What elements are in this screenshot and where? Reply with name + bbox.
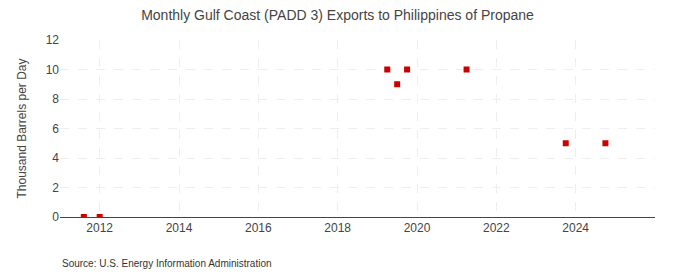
svg-text:6: 6 (52, 122, 59, 136)
svg-text:2014: 2014 (166, 221, 193, 235)
svg-text:2012: 2012 (86, 221, 113, 235)
svg-text:2020: 2020 (404, 221, 431, 235)
svg-text:2: 2 (52, 181, 59, 195)
svg-text:2024: 2024 (562, 221, 589, 235)
svg-text:2022: 2022 (483, 221, 510, 235)
svg-text:12: 12 (46, 33, 60, 47)
svg-text:10: 10 (46, 63, 60, 77)
svg-text:8: 8 (52, 92, 59, 106)
svg-text:2018: 2018 (324, 221, 351, 235)
svg-text:Monthly Gulf Coast (PADD 3) Ex: Monthly Gulf Coast (PADD 3) Exports to P… (141, 7, 534, 23)
svg-text:Thousand Barrels per Day: Thousand Barrels per Day (15, 58, 29, 198)
svg-text:Source: U.S. Energy Informatio: Source: U.S. Energy Information Administ… (62, 258, 272, 269)
svg-text:2016: 2016 (245, 221, 272, 235)
svg-text:4: 4 (52, 151, 59, 165)
svg-text:0: 0 (52, 210, 59, 224)
